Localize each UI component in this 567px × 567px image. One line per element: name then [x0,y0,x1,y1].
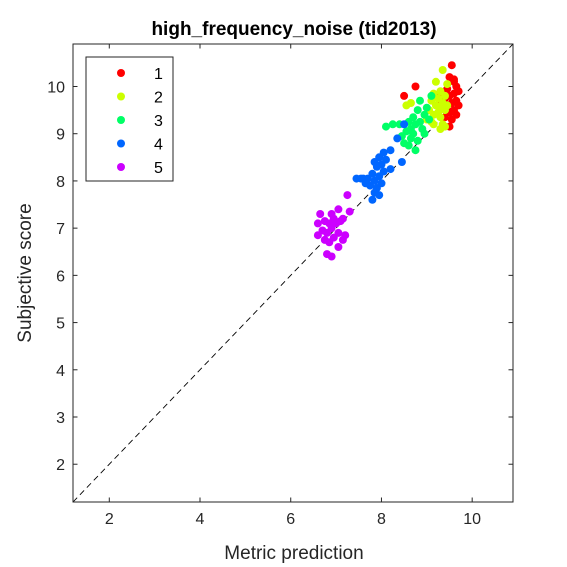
legend-marker [117,163,125,171]
data-point [400,91,409,100]
data-point [454,87,463,96]
data-point [431,77,440,86]
data-point [427,91,436,100]
y-tick-label: 7 [56,221,65,238]
data-points [313,61,463,261]
data-point [436,113,445,122]
axis-ticks: 2 4 6 8 10 2 3 4 5 6 7 8 9 10 [47,44,513,528]
legend-marker [117,92,125,101]
data-point [413,136,422,145]
y-tick-label: 2 [56,457,65,474]
data-point [327,252,336,261]
y-tick-label: 8 [56,174,65,191]
identity-reference-line [72,43,514,503]
x-tick-label: 6 [286,511,295,528]
legend-box [85,56,174,182]
data-point [420,129,429,138]
x-tick-label: 2 [105,511,114,528]
plot-border [72,43,514,503]
data-point [397,158,406,166]
data-point [386,146,395,155]
data-point [388,120,397,129]
chart-title: high_frequency_noise (tid2013) [151,19,436,40]
legend-label: 2 [154,90,163,107]
legend-label: 5 [154,160,163,177]
data-point [413,106,422,115]
data-point [334,205,343,214]
x-tick-label: 4 [196,511,205,528]
data-point [416,96,424,105]
legend-marker [117,139,125,148]
data-point [447,115,456,124]
data-point [447,61,456,70]
data-point [352,174,361,183]
legend-label: 1 [154,66,163,83]
data-point [411,82,420,91]
data-point [406,125,415,133]
data-point [323,228,331,237]
data-point [366,181,375,190]
y-tick-label: 5 [56,316,65,333]
data-point [325,238,334,247]
series-5 [313,191,354,261]
data-point [345,207,354,216]
series-4 [352,120,409,204]
y-tick-label: 9 [56,127,65,144]
data-point [441,91,449,100]
data-point [359,174,368,183]
data-point [313,231,322,240]
data-point [393,134,402,143]
data-point [372,162,381,171]
data-point [443,101,452,110]
data-point [386,165,395,174]
data-point [334,243,343,251]
data-point [411,146,420,155]
data-point [341,231,350,240]
legend-marker [117,116,125,124]
data-point [382,122,390,131]
legend-label: 4 [154,137,163,154]
data-point [443,80,452,89]
data-point [375,191,384,200]
series-3 [382,91,436,155]
legend: 1 2 3 4 5 [85,56,174,182]
data-point [425,115,434,124]
x-axis-label: Metric prediction [224,543,363,564]
data-point [438,66,447,74]
data-point [400,120,409,129]
x-tick-label: 10 [463,511,481,528]
data-point [343,191,352,200]
y-axis-label: Subjective score [15,203,36,342]
data-point [450,75,458,84]
data-point [404,141,413,150]
y-tick-label: 3 [56,410,65,427]
y-tick-label: 4 [56,363,65,380]
data-point [422,103,431,112]
data-point [441,122,449,131]
x-tick-label: 8 [377,511,386,528]
data-point [406,99,415,107]
y-tick-label: 10 [47,79,65,96]
legend-marker [117,69,125,77]
legend-label: 3 [154,113,163,130]
data-point [313,219,322,228]
data-point [406,134,415,143]
y-tick-label: 6 [56,268,65,285]
data-point [316,210,325,218]
data-point [368,195,377,204]
